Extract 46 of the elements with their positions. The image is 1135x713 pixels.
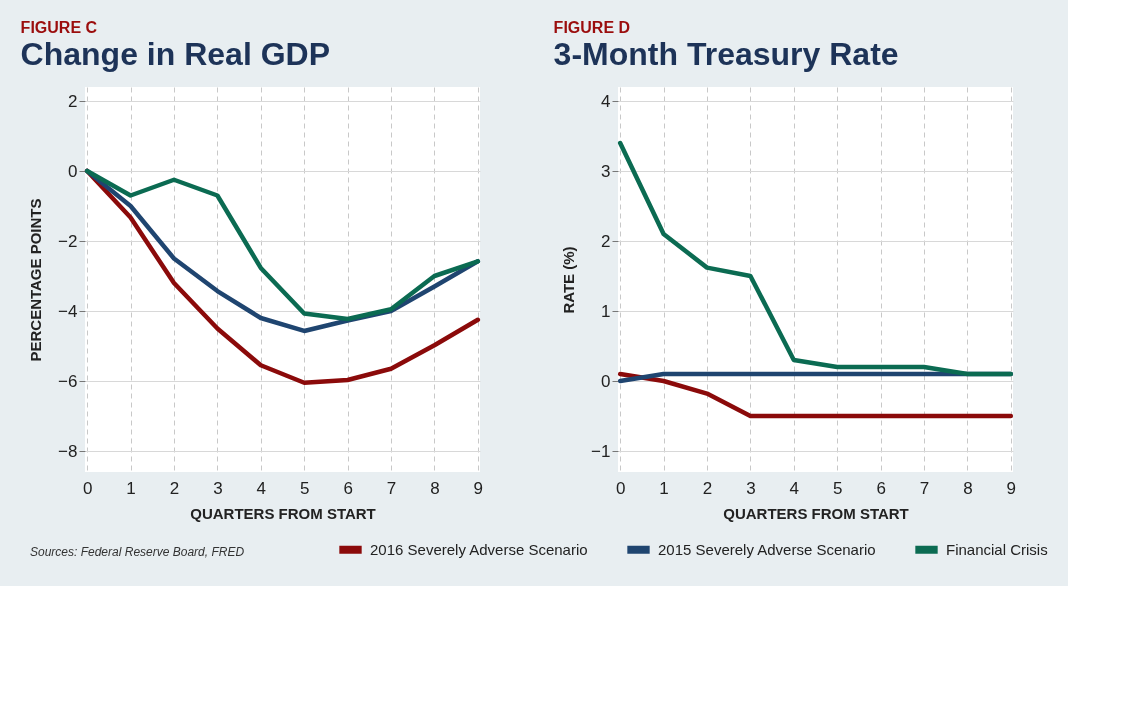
line-series [617,140,1014,377]
x-tick-label: 6 [876,478,886,498]
x-tick-label: 3 [213,478,223,498]
x-tick-label: 1 [659,478,669,498]
y-tick-label: 2 [601,231,611,251]
y-tick-label: −6 [58,371,78,391]
y-tick-label: −8 [58,441,78,461]
x-tick-label: 3 [746,478,756,498]
x-axis-title: QUARTERS FROM START [190,504,376,522]
x-tick-label: 6 [343,478,353,498]
chart-title: Change in Real GDP [20,36,331,72]
x-tick-label: 2 [169,478,180,498]
y-tick-label: 0 [68,161,78,181]
x-tick-label: 9 [473,478,484,498]
legend-label: 2015 Severely Adverse Scenario [658,540,876,558]
x-tick-label: 7 [919,478,930,498]
chart-subtitle: FIGURE C [20,19,98,36]
y-tick-label: −4 [58,301,78,321]
x-tick-label: 4 [789,478,800,498]
y-tick-label: 4 [601,91,611,111]
x-tick-label: 2 [702,478,713,498]
y-tick-label: 3 [601,161,611,181]
line-series [617,371,1014,419]
x-tick-label: 1 [126,478,136,498]
y-tick-label: 1 [601,301,611,321]
chart-subtitle: FIGURE D [553,19,631,36]
y-tick-label: −2 [58,231,78,251]
x-tick-label: 5 [299,478,310,498]
legend-label: 2016 Severely Adverse Scenario [370,540,588,558]
chart-title: 3-Month Treasury Rate [553,36,899,72]
y-tick-label: 2 [68,91,78,111]
x-tick-label: 8 [963,478,973,498]
x-tick-label: 8 [430,478,440,498]
x-tick-label: 4 [256,478,267,498]
y-tick-label: 0 [601,371,611,391]
legend-label: Financial Crisis [946,540,1048,558]
x-tick-label: 7 [386,478,397,498]
x-tick-label: 0 [615,478,626,498]
x-axis-title: QUARTERS FROM START [723,504,909,522]
source-note: Sources: Federal Reserve Board, FRED [30,545,245,559]
x-tick-label: 5 [832,478,843,498]
x-tick-label: 0 [82,478,93,498]
y-tick-label: −1 [591,441,611,461]
y-axis-title: RATE (%) [560,246,578,314]
y-axis-title: PERCENTAGE POINTS [27,198,45,362]
x-tick-label: 9 [1006,478,1017,498]
